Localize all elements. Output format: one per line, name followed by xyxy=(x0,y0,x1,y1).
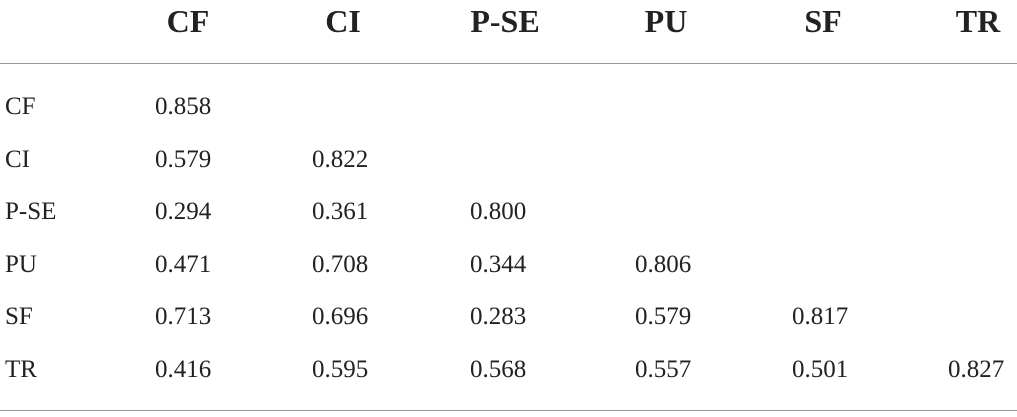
table-cell: 0.579 xyxy=(635,303,692,331)
table-cell: 0.595 xyxy=(312,356,369,383)
table-cell: 0.471 xyxy=(155,250,212,278)
table-cell: 0.557 xyxy=(635,356,692,383)
table-cell: 0.827 xyxy=(948,356,1005,383)
table-cell: 0.713 xyxy=(155,303,212,331)
table-cell: 0.568 xyxy=(470,356,527,383)
header-rule xyxy=(0,63,1017,64)
column-header: P-SE xyxy=(470,3,540,39)
row-label: CI xyxy=(5,145,30,173)
bottom-rule xyxy=(0,410,1017,411)
column-header: TR xyxy=(955,3,1001,39)
table-cell: 0.579 xyxy=(155,145,212,173)
column-header: CF xyxy=(166,3,210,39)
row-label: PU xyxy=(5,250,37,278)
column-header: SF xyxy=(804,3,842,39)
row-label: TR xyxy=(5,356,37,383)
table-cell: 0.708 xyxy=(312,250,369,278)
table-cell: 0.696 xyxy=(312,303,369,331)
table-cell: 0.817 xyxy=(792,303,849,331)
row-label: CF xyxy=(5,93,36,120)
table-cell: 0.283 xyxy=(470,303,527,331)
column-header: CI xyxy=(325,3,361,39)
table-cell: 0.501 xyxy=(792,356,849,383)
table-cell: 0.858 xyxy=(155,93,212,120)
table-cell: 0.361 xyxy=(312,198,369,226)
table-cell: 0.294 xyxy=(155,198,212,226)
table-cell: 0.416 xyxy=(155,356,212,383)
row-label: SF xyxy=(5,303,33,331)
column-header: PU xyxy=(644,3,688,39)
table-cell: 0.344 xyxy=(470,250,527,278)
table-cell: 0.800 xyxy=(470,198,527,226)
table-cell: 0.822 xyxy=(312,145,369,173)
table-cell: 0.806 xyxy=(635,250,692,278)
row-label: P-SE xyxy=(5,198,57,226)
